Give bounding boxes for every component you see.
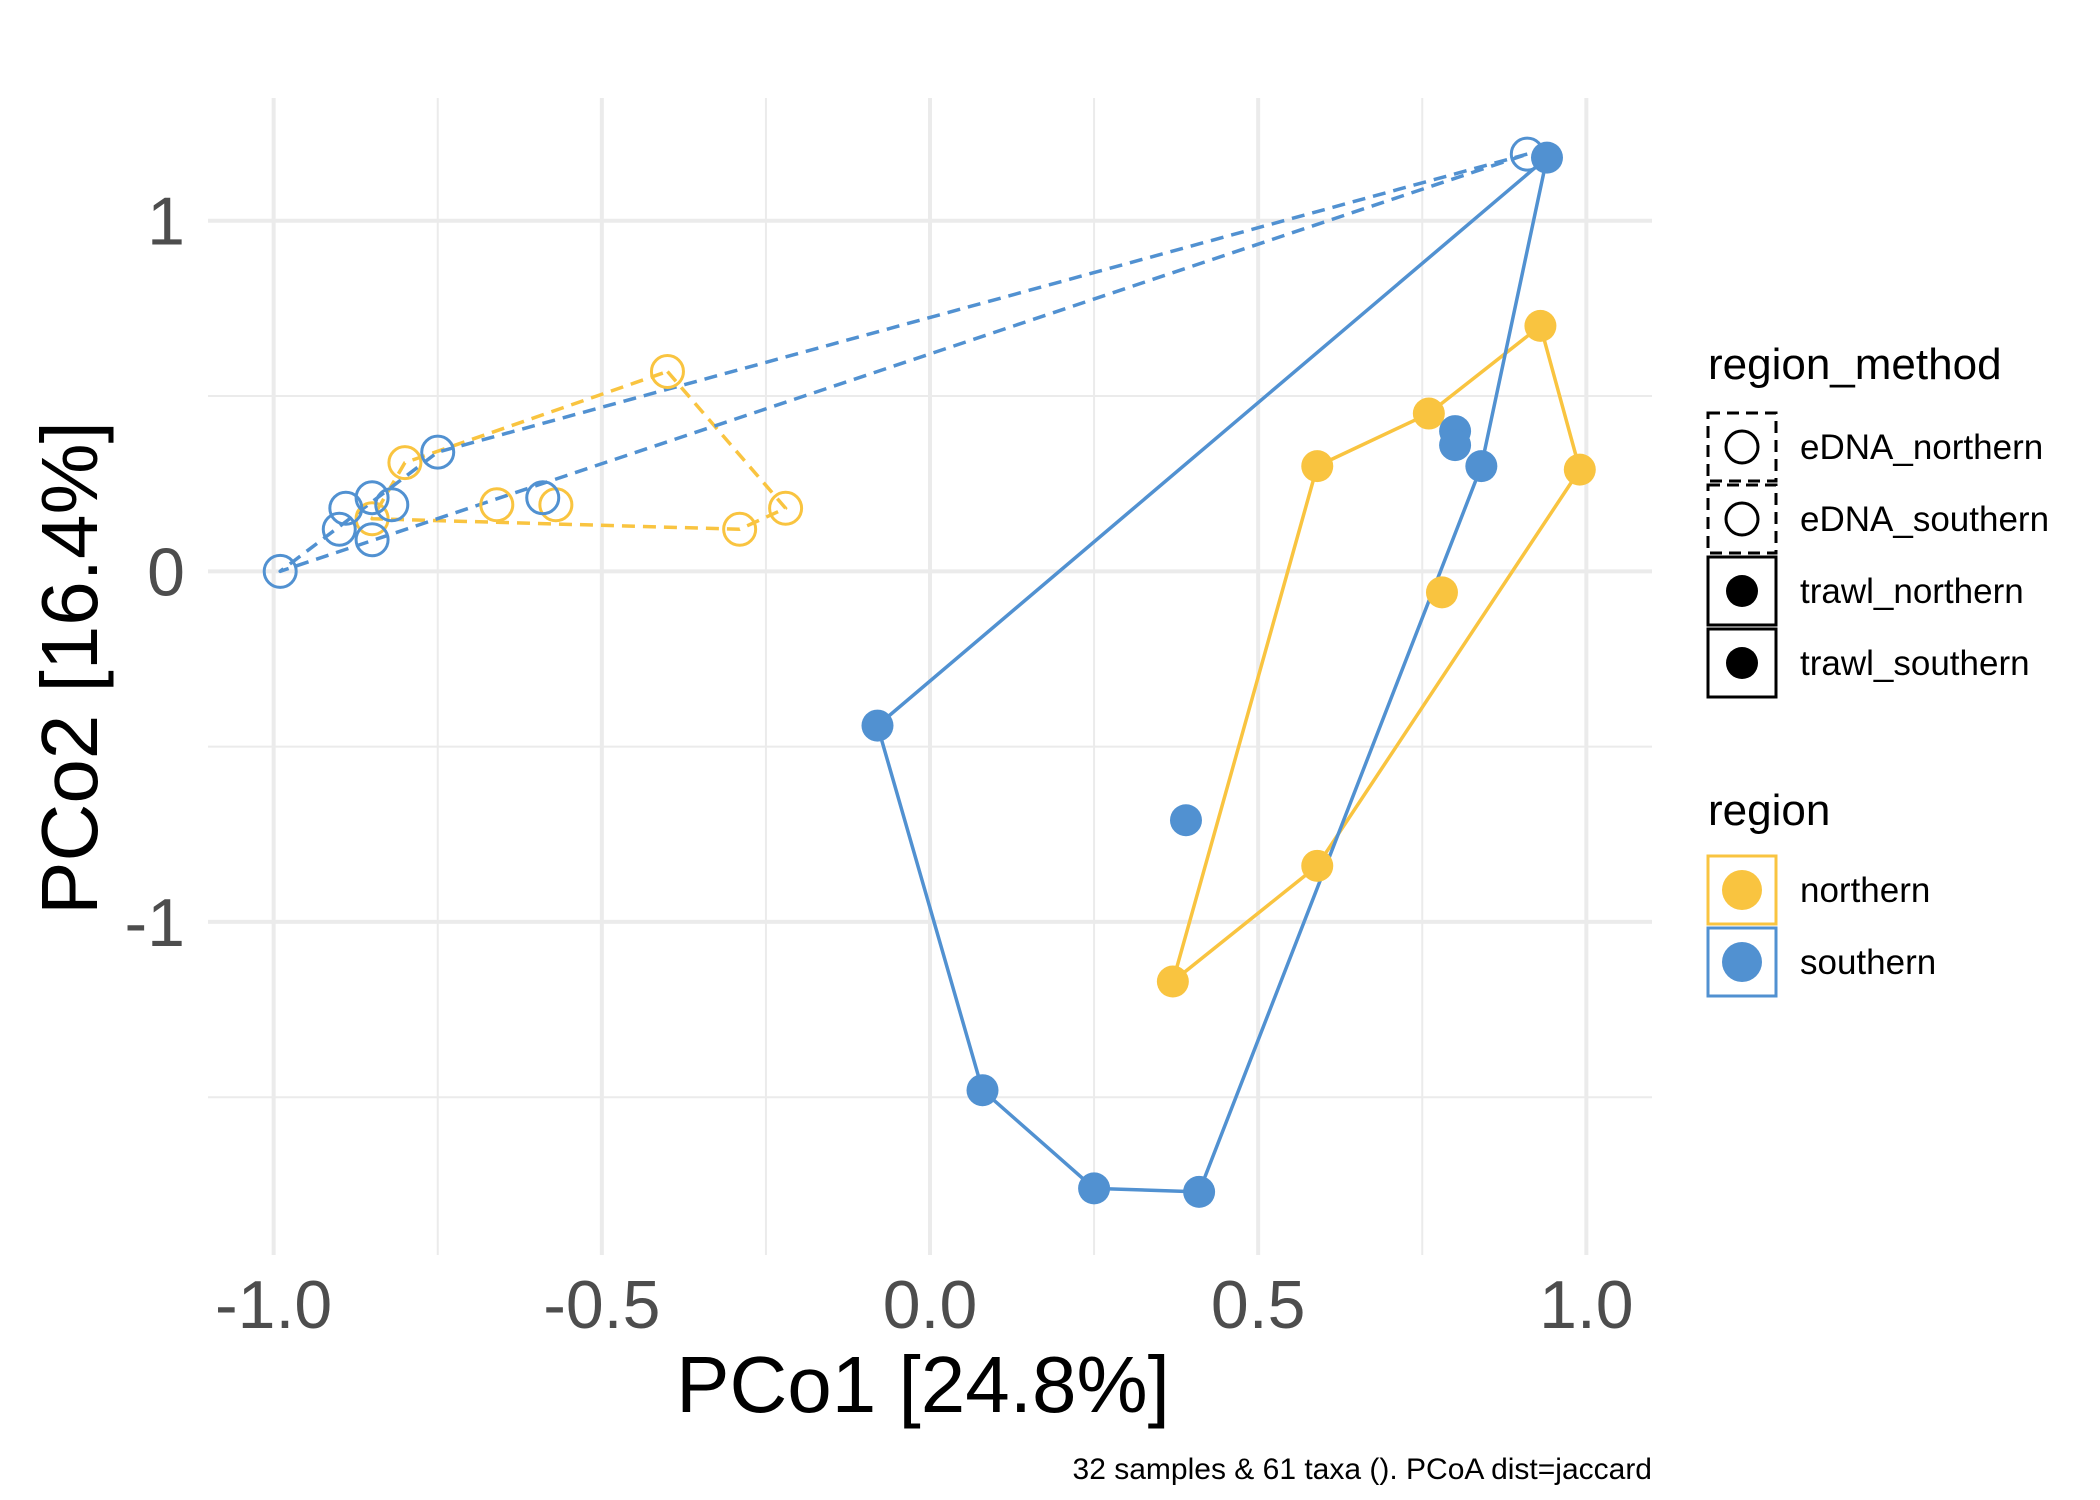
legend-key-symbol — [1722, 942, 1762, 982]
y-tick-labels: 1 0 -1 — [125, 184, 185, 961]
trawl-southern-point — [1439, 429, 1472, 462]
trawl-southern-point — [966, 1074, 999, 1107]
eDNA-southern-point — [525, 480, 561, 516]
y-tick-label: 1 — [147, 184, 185, 260]
legend-label-region-method: eDNA_southern — [1800, 500, 2049, 539]
legend-key-box — [1706, 627, 1778, 699]
legend-label-region: northern — [1800, 871, 1930, 910]
y-axis-title: PCo2 [16.4%] — [25, 421, 114, 915]
legend-label-region-method: trawl_northern — [1800, 572, 2024, 611]
y-tick-label: 0 — [147, 534, 185, 610]
x-tick-label: -1.0 — [215, 1267, 332, 1343]
eDNA-southern-point — [354, 522, 390, 558]
trawl-northern-point — [1301, 450, 1334, 483]
eDNA-southern-point — [262, 553, 298, 589]
legend-key-box — [1706, 483, 1778, 555]
eDNA-northern-point — [387, 445, 423, 481]
trawl-northern-point — [1156, 965, 1189, 998]
trawl-northern-point — [1412, 397, 1445, 430]
eDNA-northern-point — [479, 487, 515, 523]
legend-label-region-method: eDNA_northern — [1800, 428, 2043, 467]
legend-key-symbol — [1726, 647, 1758, 679]
legend-key-box — [1706, 926, 1778, 998]
caption: 32 samples & 61 taxa (). PCoA dist=jacca… — [1073, 1453, 1652, 1486]
trawl-southern-point — [1169, 804, 1202, 837]
trawl-southern-hull — [875, 156, 1549, 1194]
trawl-northern-point — [1524, 309, 1557, 342]
eDNA-southern-point — [420, 434, 456, 470]
trawl-northern-point — [1563, 453, 1596, 486]
y-tick-label: -1 — [125, 885, 185, 961]
legend-label-region-method: trawl_southern — [1800, 644, 2030, 683]
legend-key-symbol — [1722, 870, 1762, 910]
eDNA-southern-point — [321, 511, 357, 547]
trawl-southern-point — [1183, 1175, 1216, 1208]
eDNA-northern-point — [722, 511, 758, 547]
x-tick-label: 0.0 — [883, 1267, 978, 1343]
trawl-northern-point — [1425, 576, 1458, 609]
trawl-southern-point — [1530, 141, 1563, 174]
trawl-southern-point — [1465, 450, 1498, 483]
legend-key-symbol — [1726, 575, 1758, 607]
eDNA-southern-point — [354, 480, 390, 516]
points — [262, 136, 1596, 1208]
legend-key-symbol — [1724, 501, 1760, 537]
legend-title-region-method: region_method — [1708, 340, 2002, 389]
eDNA-southern-point — [374, 487, 410, 523]
trawl-southern-point — [1078, 1172, 1111, 1205]
legend-key-box — [1706, 411, 1778, 483]
x-tick-label: 0.5 — [1211, 1267, 1306, 1343]
legend-title-region: region — [1708, 786, 1830, 835]
eDNA-northern-point — [768, 490, 804, 526]
eDNA-southern-hull — [278, 152, 1528, 574]
grid — [208, 98, 1652, 1255]
legend-key-box — [1706, 854, 1778, 926]
legend-label-region: southern — [1800, 943, 1936, 982]
legends: region_method eDNA_northern eDNA_southernt… — [1706, 340, 2049, 998]
trawl-southern-point — [861, 709, 894, 742]
trawl-northern-point — [1301, 849, 1334, 882]
x-tick-labels: -1.0 -0.5 0.0 0.5 1.0 — [215, 1267, 1634, 1343]
x-tick-label: 1.0 — [1539, 1267, 1634, 1343]
legend-key-symbol — [1724, 429, 1760, 465]
x-tick-label: -0.5 — [543, 1267, 660, 1343]
eDNA-northern-hull — [370, 369, 788, 531]
eDNA-northern-point — [649, 353, 685, 389]
legend-key-box — [1706, 555, 1778, 627]
x-axis-title: PCo1 [24.8%] — [676, 1340, 1170, 1429]
